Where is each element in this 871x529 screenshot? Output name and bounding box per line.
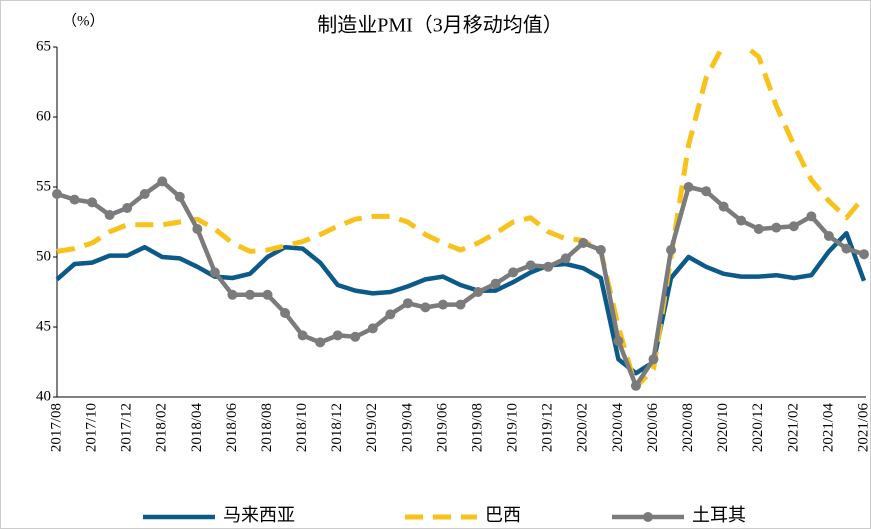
- series-marker: [753, 224, 764, 234]
- x-tick-label: 2018/02: [154, 403, 170, 452]
- y-tick-label: 45: [36, 318, 51, 334]
- series-marker: [52, 189, 62, 199]
- x-tick-label: 2019/02: [364, 403, 380, 452]
- x-tick-label: 2020/10: [715, 403, 731, 452]
- x-tick-label: 2017/08: [48, 403, 64, 452]
- series-marker: [227, 289, 238, 300]
- y-tick-label: 50: [36, 248, 51, 264]
- x-tick-label: 2018/10: [294, 403, 310, 452]
- series-marker: [209, 267, 220, 278]
- x-tick-label: 2018/04: [189, 403, 205, 453]
- series-marker: [332, 330, 343, 341]
- x-tick-label: 2019/04: [399, 403, 415, 453]
- series-marker: [859, 249, 869, 260]
- series-marker: [841, 243, 852, 254]
- x-tick-label: 2018/08: [259, 403, 275, 452]
- series-marker: [473, 287, 484, 297]
- x-tick-label: 2021/02: [785, 403, 801, 452]
- series-marker: [613, 336, 624, 346]
- series-line: [55, 230, 867, 376]
- legend-marker: [643, 512, 653, 522]
- series-marker: [122, 203, 133, 213]
- y-tick-label: 40: [36, 388, 51, 404]
- series-marker: [525, 260, 536, 271]
- series-marker: [560, 253, 571, 264]
- series-marker: [630, 380, 641, 391]
- series-marker: [648, 354, 659, 365]
- series-marker: [367, 323, 378, 334]
- series-marker: [192, 224, 203, 234]
- series-marker: [402, 298, 413, 309]
- x-tick-label: 2018/12: [329, 403, 345, 452]
- x-tick-label: 2019/10: [505, 403, 521, 452]
- plot: [52, 47, 869, 391]
- legend-label: 马来西亚: [223, 505, 295, 525]
- series-marker: [104, 210, 115, 220]
- x-tick-label: 2021/04: [820, 403, 836, 453]
- x-tick-label: 2020/06: [645, 403, 661, 453]
- series-marker: [297, 330, 308, 341]
- series-marker: [69, 194, 80, 205]
- x-tick-label: 2020/04: [610, 403, 626, 453]
- x-tick-label: 2018/06: [224, 403, 240, 453]
- series-marker: [718, 201, 729, 212]
- series-marker: [508, 267, 519, 278]
- series-marker: [437, 299, 448, 310]
- x-tick-label: 2019/12: [540, 403, 556, 452]
- series-marker: [244, 289, 255, 300]
- x-tick-label: 2019/08: [469, 403, 485, 452]
- series-marker: [157, 176, 168, 187]
- series-marker: [771, 222, 782, 233]
- series-marker: [280, 308, 291, 318]
- series-marker: [788, 221, 799, 232]
- series-marker: [350, 331, 361, 342]
- series-marker: [683, 182, 694, 192]
- x-tick-label: 2020/12: [750, 403, 766, 452]
- series-line: [56, 47, 866, 390]
- series-marker: [806, 211, 817, 222]
- series-marker: [595, 245, 606, 255]
- series-marker: [823, 231, 834, 241]
- x-tick-label: 2017/10: [84, 403, 100, 452]
- series-marker: [87, 197, 98, 208]
- series-marker: [385, 309, 396, 320]
- series-marker: [666, 245, 677, 255]
- y-tick-label: 60: [36, 108, 51, 124]
- chart-title: 制造业PMI（3月移动均值）: [317, 14, 563, 37]
- x-tick-label: 2019/06: [434, 403, 450, 453]
- series-marker: [315, 337, 326, 348]
- series-marker: [455, 299, 466, 310]
- series-marker: [420, 302, 431, 313]
- legend-label: 巴西: [485, 505, 521, 525]
- series-marker: [262, 289, 273, 300]
- x-tick-label: 2020/08: [680, 403, 696, 452]
- legend-label: 土耳其: [692, 505, 746, 525]
- series-marker: [701, 186, 712, 197]
- series-marker: [543, 261, 554, 272]
- x-tick-label: 2020/02: [575, 403, 591, 452]
- series-marker: [578, 238, 589, 248]
- x-tick-label: 2017/12: [119, 403, 135, 452]
- series-marker: [490, 278, 501, 289]
- series-marker: [736, 215, 747, 226]
- y-tick-label: 55: [36, 178, 51, 194]
- y-unit: （%）: [62, 12, 105, 29]
- y-tick-label: 65: [36, 38, 51, 54]
- series-marker: [139, 189, 150, 199]
- x-tick-label: 2021/06: [855, 403, 871, 453]
- series-marker: [174, 191, 185, 202]
